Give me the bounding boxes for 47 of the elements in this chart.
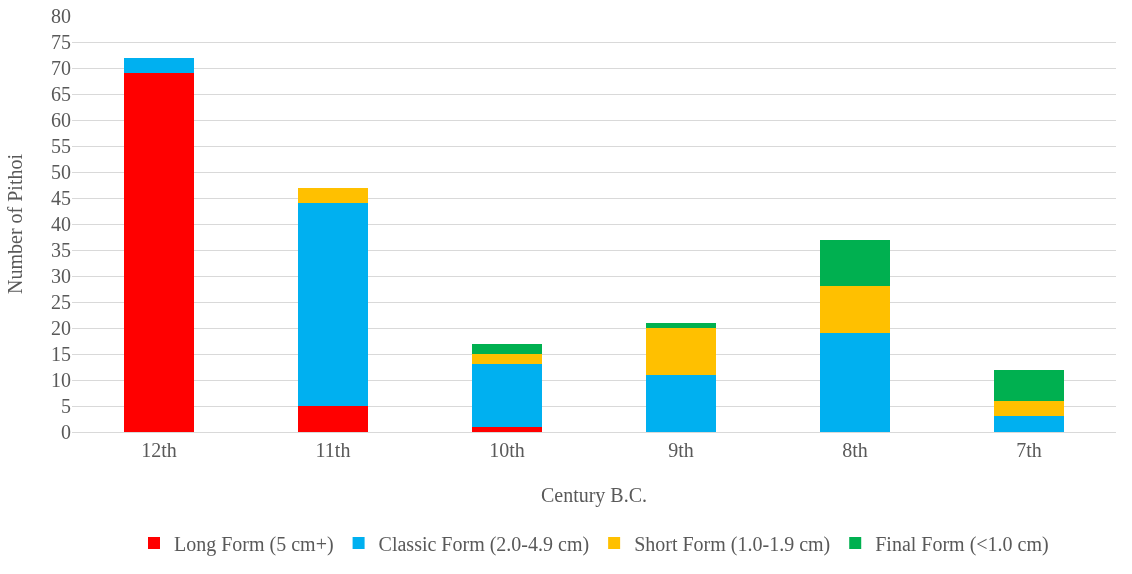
bar (994, 416, 1064, 432)
y-tick-label: 55 (51, 135, 71, 157)
bar (820, 333, 890, 432)
bar (994, 369, 1064, 401)
y-tick-label: 60 (51, 109, 71, 131)
y-tick-label: 80 (51, 5, 71, 27)
bar (820, 239, 890, 287)
legend-label: Final Form (<1.0 cm) (875, 532, 1049, 556)
bar (472, 343, 542, 354)
legend-label: Long Form (5 cm+) (174, 532, 334, 556)
y-tick-label: 35 (51, 239, 71, 261)
x-tick-label: 10th (489, 439, 525, 461)
x-tick-label: 12th (141, 439, 177, 461)
bar (646, 322, 716, 328)
bar (124, 73, 194, 432)
y-tick-label: 40 (51, 213, 71, 235)
y-tick-label: 50 (51, 161, 71, 183)
y-tick-label: 20 (51, 317, 71, 339)
y-tick-label: 15 (51, 343, 71, 365)
y-tick-label: 65 (51, 83, 71, 105)
bar (646, 374, 716, 432)
y-tick-label: 25 (51, 291, 71, 313)
bar (472, 426, 542, 432)
x-tick-label: 7th (1016, 439, 1042, 461)
y-tick-label: 30 (51, 265, 71, 287)
y-tick-label: 45 (51, 187, 71, 209)
y-tick-label: 75 (51, 31, 71, 53)
bar (472, 354, 542, 365)
x-axis-title: Century B.C. (540, 484, 648, 507)
legend-label: Short Form (1.0-1.9 cm) (634, 532, 831, 556)
legend-label: Classic Form (2.0-4.9 cm) (378, 532, 590, 556)
bar (646, 328, 716, 375)
y-axis-title: Number of Pithoi (4, 153, 26, 294)
x-tick-label: 9th (668, 439, 694, 461)
bar (298, 406, 368, 432)
bar (820, 286, 890, 334)
y-tick-label: 0 (61, 421, 71, 443)
bar (298, 203, 368, 406)
bar (124, 57, 194, 74)
bar (472, 364, 542, 427)
bar (994, 400, 1064, 417)
x-tick-label: 8th (842, 439, 868, 461)
y-tick-label: 5 (61, 395, 71, 417)
y-tick-label: 70 (51, 57, 71, 79)
bar (298, 187, 368, 204)
x-tick-label: 11th (315, 439, 351, 461)
y-tick-label: 10 (51, 369, 71, 391)
